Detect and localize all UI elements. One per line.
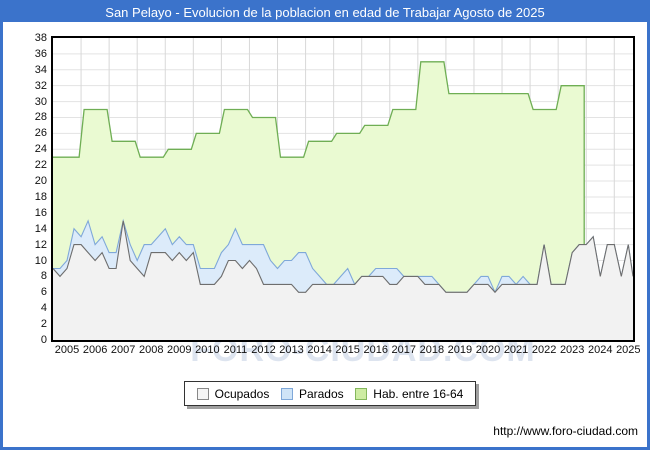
y-tick-label: 10 xyxy=(34,254,47,267)
x-tick-label: 2024 xyxy=(588,344,613,356)
chart-title-bar: San Pelayo - Evolucion de la poblacion e… xyxy=(3,3,647,22)
y-tick-label: 20 xyxy=(34,175,47,188)
y-tick-label: 34 xyxy=(34,63,47,76)
x-tick-label: 2025 xyxy=(616,344,641,356)
x-tick-label: 2018 xyxy=(419,344,445,356)
y-tick-label: 36 xyxy=(34,47,47,60)
legend-label-hab: Hab. entre 16-64 xyxy=(373,386,464,401)
parados-swatch-icon xyxy=(280,387,293,400)
y-tick-label: 6 xyxy=(40,286,47,299)
series-ocupados-area xyxy=(53,220,633,340)
x-tick-label: 2017 xyxy=(391,344,417,356)
y-tick-label: 38 xyxy=(34,32,47,44)
x-tick-label: 2021 xyxy=(503,344,529,356)
y-tick-label: 8 xyxy=(40,270,47,283)
footer-url-link[interactable]: http://www.foro-ciudad.com xyxy=(493,424,638,438)
series-ocupados-line xyxy=(53,220,633,294)
x-tick-label: 2005 xyxy=(54,344,80,356)
y-tick-label: 0 xyxy=(40,334,47,346)
y-tick-label: 16 xyxy=(34,206,47,219)
x-tick-label: 2013 xyxy=(279,344,304,356)
legend-item-ocupados: Ocupados xyxy=(196,386,270,401)
x-tick-label: 2022 xyxy=(531,344,557,356)
y-tick-label: 12 xyxy=(34,238,47,251)
x-tick-label: 2015 xyxy=(335,344,360,356)
ocupados-swatch-icon xyxy=(196,387,209,400)
y-tick-label: 22 xyxy=(34,159,47,172)
x-tick-label: 2006 xyxy=(82,344,108,356)
series-hab-line xyxy=(53,61,585,340)
x-tick-label: 2007 xyxy=(110,344,136,356)
y-tick-label: 14 xyxy=(34,222,47,235)
x-tick-label: 2009 xyxy=(167,344,192,356)
x-tick-label: 2012 xyxy=(251,344,276,356)
x-tick-label: 2023 xyxy=(559,344,585,356)
y-tick-label: 18 xyxy=(34,190,47,203)
x-tick-label: 2010 xyxy=(195,344,220,356)
chart-legend: Ocupados Parados Hab. entre 16-64 xyxy=(184,381,476,406)
hab-swatch-icon xyxy=(355,387,368,400)
x-tick-label: 2019 xyxy=(447,344,473,356)
x-tick-label: 2011 xyxy=(223,344,248,356)
chart-canvas xyxy=(53,38,633,340)
legend-label-ocupados: Ocupados xyxy=(214,386,270,401)
y-tick-label: 4 xyxy=(40,302,47,315)
x-tick-label: 2016 xyxy=(363,344,388,356)
y-tick-label: 28 xyxy=(34,111,47,124)
y-tick-label: 32 xyxy=(34,79,47,92)
y-tick-label: 26 xyxy=(34,127,47,140)
y-tick-label: 2 xyxy=(40,318,47,331)
legend-item-parados: Parados xyxy=(280,386,344,401)
y-tick-label: 24 xyxy=(34,143,47,156)
x-tick-label: 2014 xyxy=(307,344,332,356)
x-tick-label: 2020 xyxy=(475,344,501,356)
x-tick-label: 2008 xyxy=(138,344,164,356)
legend-item-hab: Hab. entre 16-64 xyxy=(355,387,463,401)
legend-label-parados: Parados xyxy=(298,386,344,401)
y-tick-label: 30 xyxy=(34,95,47,108)
plot-area xyxy=(51,36,635,342)
